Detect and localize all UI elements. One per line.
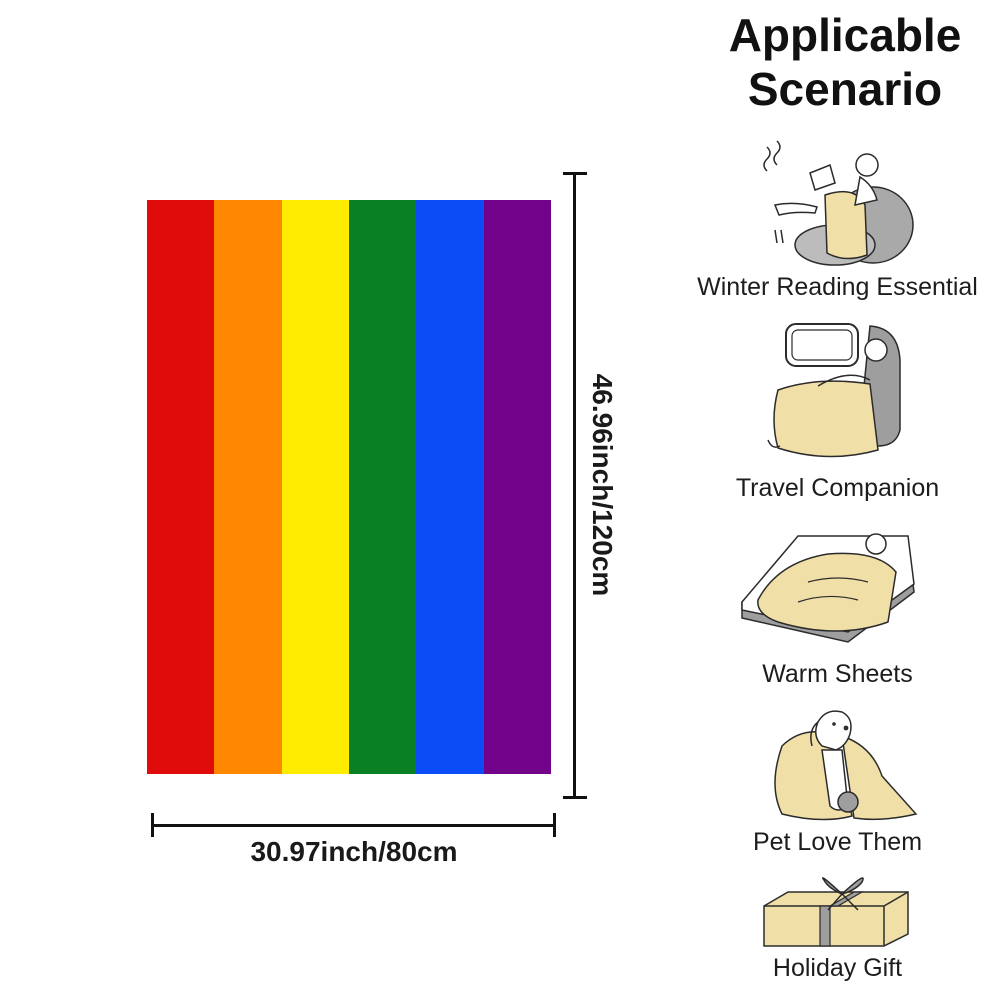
scenario-label-gift: Holiday Gift bbox=[772, 954, 903, 982]
gift-box-icon bbox=[763, 877, 909, 947]
blanket-stripe-1 bbox=[147, 200, 215, 774]
reading-icon bbox=[763, 140, 914, 266]
scenario-label-pet: Pet Love Them bbox=[752, 828, 923, 856]
travel-seat-icon bbox=[767, 323, 901, 458]
height-dimension-cap-bottom bbox=[563, 796, 587, 799]
height-label: 46.96inch/120cm bbox=[587, 373, 618, 597]
bed-icon bbox=[741, 533, 915, 643]
blanket-stripe-6 bbox=[483, 200, 551, 774]
section-title: Applicable Scenario bbox=[690, 8, 1000, 116]
scenario-label-travel: Travel Companion bbox=[735, 474, 940, 502]
width-dimension-cap-right bbox=[553, 813, 556, 837]
dog-icon bbox=[774, 710, 918, 821]
blanket-stripe-2 bbox=[214, 200, 282, 774]
scenario-label-reading: Winter Reading Essential bbox=[697, 273, 978, 301]
rainbow-blanket bbox=[147, 200, 551, 774]
blanket-stripe-4 bbox=[348, 200, 417, 774]
title-line-2: Scenario bbox=[747, 63, 943, 115]
scenario-label-bed: Warm Sheets bbox=[762, 660, 913, 688]
title-line-1: Applicable bbox=[728, 9, 962, 61]
width-dimension-cap-left bbox=[151, 813, 154, 837]
blanket-stripe-3 bbox=[281, 200, 349, 774]
height-dimension-cap-top bbox=[563, 172, 587, 175]
blanket-stripe-5 bbox=[416, 200, 484, 774]
height-dimension-line bbox=[573, 174, 576, 798]
width-label: 30.97inch/80cm bbox=[250, 836, 458, 867]
width-dimension-line bbox=[152, 824, 556, 827]
